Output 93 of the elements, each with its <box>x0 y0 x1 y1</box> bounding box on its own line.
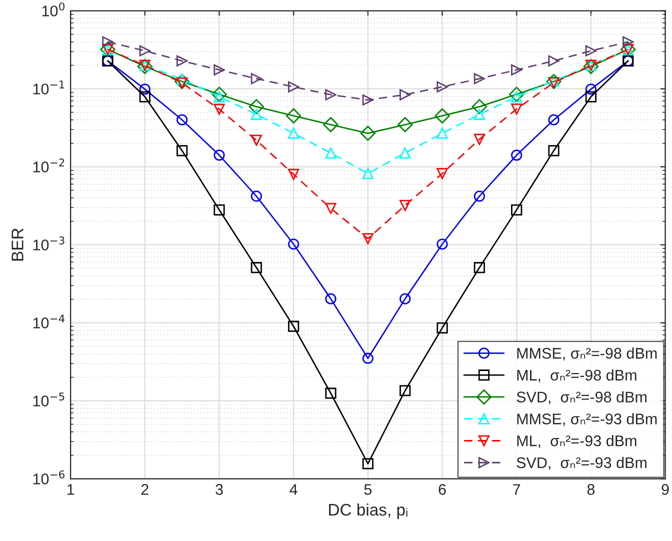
x-tick-label: 1 <box>67 484 74 495</box>
legend-label: MMSE, σₙ²=-98 dBm <box>517 348 657 361</box>
point <box>325 148 336 159</box>
point <box>436 322 448 334</box>
point <box>400 200 411 211</box>
legend-label: MMSE, σₙ²=-93 dBm <box>517 413 657 426</box>
point <box>288 128 300 139</box>
point <box>323 117 338 132</box>
point <box>511 104 522 115</box>
point <box>548 55 560 66</box>
point <box>474 108 485 120</box>
point <box>400 148 411 159</box>
y-tick-label: 10$^{−4}$ <box>33 314 65 328</box>
point <box>583 58 599 74</box>
legend-label: SVD, σₙ²=-98 dBm <box>516 391 646 404</box>
point <box>176 114 188 126</box>
point <box>400 293 411 304</box>
point <box>362 458 374 470</box>
y-tick-label: 10$^{0}$ <box>42 2 64 16</box>
y-tick-label: 10$^{−3}$ <box>33 236 64 250</box>
point <box>325 388 336 399</box>
point <box>548 145 560 156</box>
y-tick-label: 10$^{−1}$ <box>33 80 64 94</box>
point <box>286 108 302 124</box>
point <box>511 204 522 216</box>
point <box>250 73 262 84</box>
y-axis-title: BER <box>12 228 24 261</box>
point <box>288 81 300 92</box>
point <box>248 99 264 114</box>
point <box>360 126 376 141</box>
legend-label: ML, σₙ²=-93 dBm <box>517 435 636 448</box>
point <box>434 108 450 124</box>
point <box>214 64 225 76</box>
point <box>585 91 596 102</box>
y-tick-label: 10$^{−2}$ <box>33 158 64 172</box>
point <box>511 64 522 76</box>
x-tick-label: 2 <box>141 484 148 495</box>
point <box>176 55 188 66</box>
x-tick-label: 3 <box>216 484 223 495</box>
point <box>362 352 374 364</box>
point <box>250 108 262 120</box>
point <box>400 89 411 100</box>
point <box>214 204 225 216</box>
point <box>474 73 485 84</box>
x-tick-label: 7 <box>513 484 520 495</box>
point <box>472 99 487 114</box>
point <box>288 320 300 332</box>
point <box>288 168 300 180</box>
point <box>511 150 522 161</box>
point <box>139 91 150 102</box>
x-tick-label: 9 <box>662 484 669 495</box>
point <box>325 89 336 100</box>
point <box>288 238 300 250</box>
point <box>325 293 336 304</box>
point <box>137 58 152 74</box>
point <box>250 134 262 146</box>
point <box>362 94 374 106</box>
point <box>436 168 448 180</box>
point <box>509 86 524 102</box>
legend-label: SVD, σₙ²=-93 dBm <box>516 456 646 470</box>
point <box>585 84 596 95</box>
point <box>474 190 485 202</box>
point <box>212 86 227 102</box>
y-tick-label: 10$^{−5}$ <box>33 392 64 406</box>
point <box>436 81 448 92</box>
point <box>398 117 413 132</box>
point <box>548 114 560 126</box>
point <box>436 238 448 250</box>
point <box>139 84 150 95</box>
point <box>325 202 336 214</box>
point <box>622 36 634 48</box>
point <box>436 128 448 139</box>
point <box>214 150 225 161</box>
x-tick-label: 4 <box>290 484 298 495</box>
point <box>214 104 225 115</box>
x-tick-label: 5 <box>364 484 372 495</box>
point <box>250 190 262 202</box>
point <box>474 134 485 145</box>
x-tick-label: 6 <box>438 484 446 495</box>
point <box>176 145 188 156</box>
point <box>400 385 411 396</box>
legend-label: ML, σₙ²=-98 dBm <box>517 369 636 382</box>
y-tick-label: 10$^{−6}$ <box>33 470 64 484</box>
point <box>250 262 262 274</box>
x-axis-title: DC bias, pᵢ <box>329 503 408 519</box>
point <box>474 262 485 274</box>
point <box>585 45 596 56</box>
point <box>174 74 190 90</box>
x-tick-label: 8 <box>587 484 595 495</box>
point <box>362 233 374 244</box>
point <box>139 45 150 56</box>
point <box>102 36 114 48</box>
point <box>362 168 374 180</box>
